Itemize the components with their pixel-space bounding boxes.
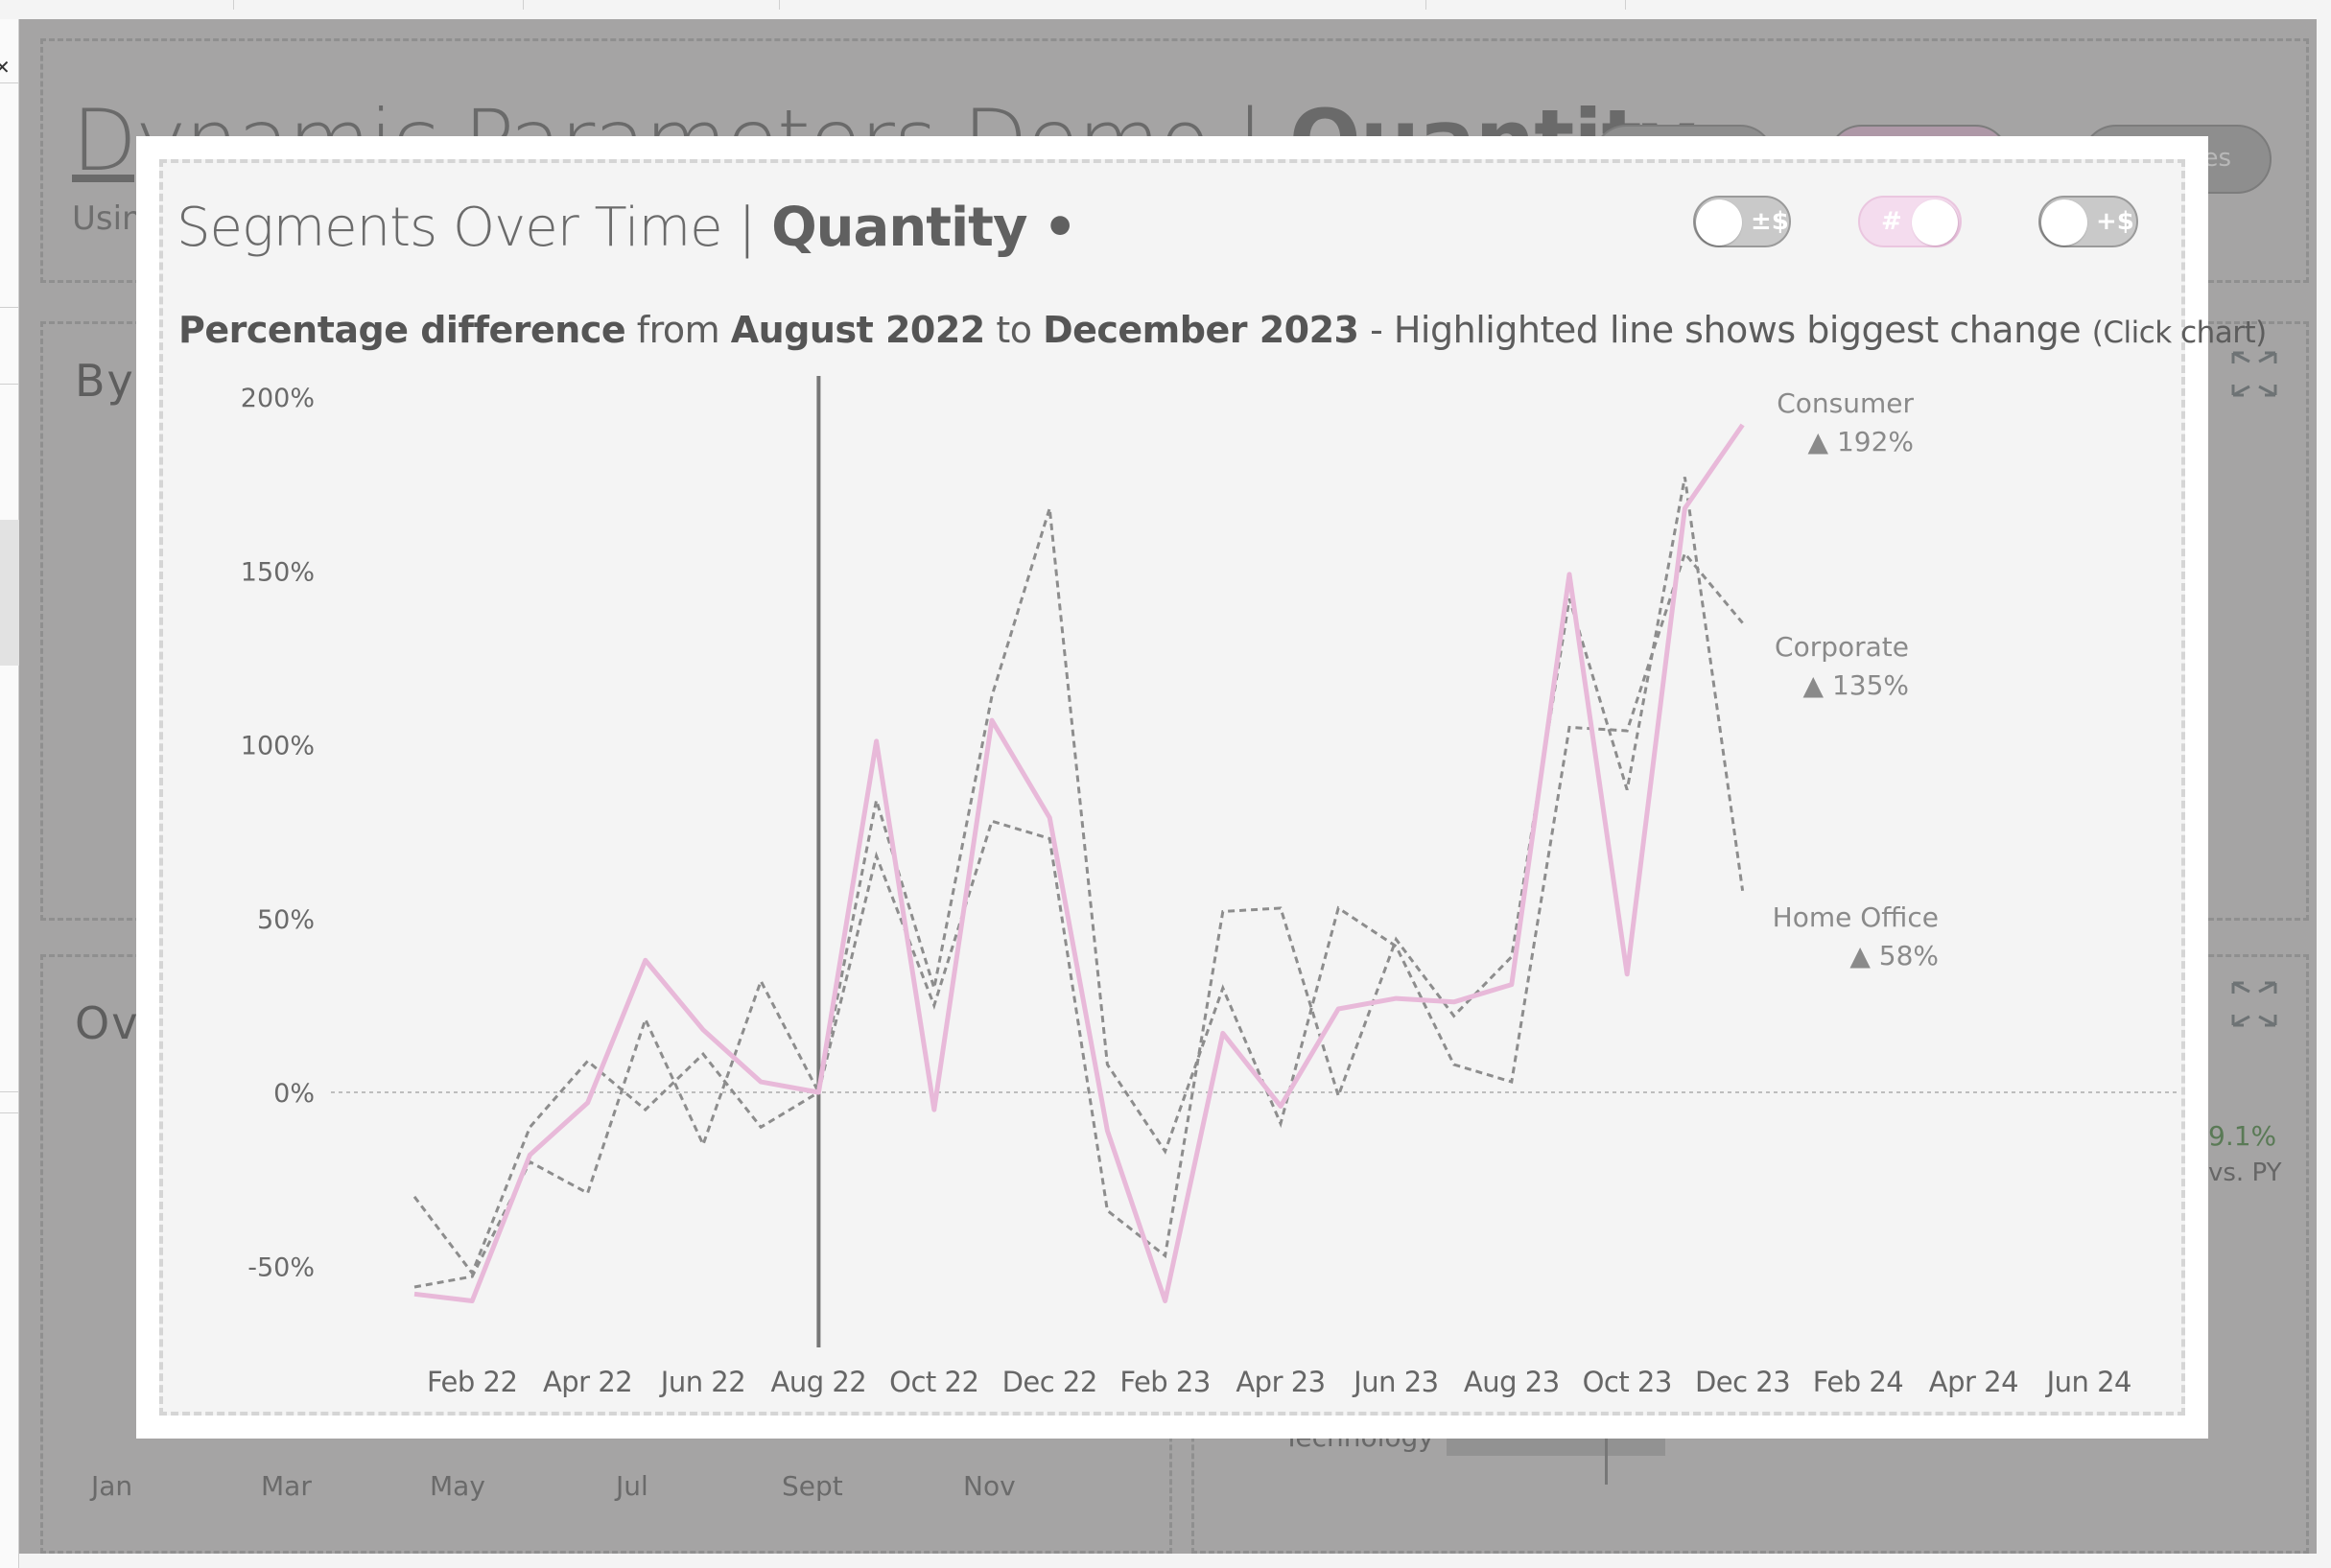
pane-selected-item[interactable] xyxy=(0,520,19,666)
x-tick-label: Dec 22 xyxy=(1002,1366,1097,1398)
series-end-label: Consumer xyxy=(1777,387,1914,419)
x-tick-label: Apr 24 xyxy=(1929,1366,2018,1398)
quantity-glyph-icon: # xyxy=(1881,207,1902,236)
toggle-knob xyxy=(2041,199,2087,246)
tab-divider xyxy=(523,0,524,10)
month-axis-label: Nov xyxy=(963,1470,1016,1502)
left-side-pane: ✕ xyxy=(0,19,19,1568)
close-icon[interactable]: ✕ xyxy=(0,56,11,79)
sales-glyph-icon: +$ xyxy=(2096,207,2134,236)
kpi-value: 9.1% xyxy=(2208,1120,2277,1152)
y-tick-label: 100% xyxy=(241,732,315,761)
x-tick-label: Aug 22 xyxy=(771,1366,867,1398)
x-tick-label: Jun 23 xyxy=(1352,1366,1438,1398)
y-tick-label: -50% xyxy=(247,1252,315,1282)
x-tick-label: Feb 24 xyxy=(1813,1366,1903,1398)
subtitle-text: - Highlighted line shows biggest change xyxy=(1358,309,2092,351)
tab-divider xyxy=(233,0,234,10)
series-change-value: ▲ 58% xyxy=(1849,940,1939,971)
subtitle-text: from xyxy=(625,309,731,351)
month-axis-label: Mar xyxy=(261,1470,312,1502)
series-line-home-office[interactable] xyxy=(412,477,1745,1276)
y-tick-label: 200% xyxy=(241,384,315,413)
series-end-label: Home Office xyxy=(1773,901,1939,933)
profit-glyph-icon: ±$ xyxy=(1751,207,1789,236)
x-tick-label: Apr 23 xyxy=(1236,1366,1325,1398)
chart-title-measure: Quantity xyxy=(771,197,1027,259)
bar-reference-line xyxy=(1605,1439,1608,1485)
divider xyxy=(0,1091,19,1092)
x-tick-label: Dec 23 xyxy=(1695,1366,1790,1398)
category-bar xyxy=(1447,1439,1665,1456)
subtitle-end-date: December 2023 xyxy=(1043,309,1359,351)
series-change-value: ▲ 192% xyxy=(1808,426,1914,457)
series-line-corporate[interactable] xyxy=(413,507,1744,1289)
subtitle-metric: Percentage difference xyxy=(178,309,626,351)
divider xyxy=(0,307,19,308)
month-axis-label: Jul xyxy=(616,1470,648,1502)
divider xyxy=(0,384,19,385)
series-line-consumer[interactable] xyxy=(413,423,1745,1303)
expand-icon[interactable] xyxy=(2230,350,2278,398)
x-tick-label: Aug 23 xyxy=(1464,1366,1560,1398)
chart-container xyxy=(159,159,2185,1416)
chart-title-text: Segments Over Time xyxy=(177,197,723,259)
month-axis-label: Sept xyxy=(782,1470,843,1502)
title-separator: | xyxy=(738,197,756,259)
y-tick-label: 150% xyxy=(241,557,315,587)
profit-toggle[interactable]: ±$ xyxy=(1693,196,1791,247)
x-tick-label: Feb 23 xyxy=(1119,1366,1210,1398)
expand-icon[interactable] xyxy=(2230,980,2278,1028)
by-panel-title: By xyxy=(75,355,135,407)
divider xyxy=(0,1112,19,1113)
quantity-toggle[interactable]: # xyxy=(1858,196,1962,247)
title-dot: • xyxy=(1043,197,1077,259)
tab-divider xyxy=(1425,0,1426,10)
toggle-knob xyxy=(1912,199,1958,246)
over-time-panel-title: Ov xyxy=(75,997,140,1049)
x-tick-label: Oct 23 xyxy=(1583,1366,1672,1398)
sales-toggle[interactable]: +$ xyxy=(2038,196,2138,247)
y-tick-label: 50% xyxy=(257,905,315,935)
kpi-label: vs. PY xyxy=(2208,1158,2282,1187)
y-tick-label: 0% xyxy=(273,1079,315,1109)
dashboard-subtitle: Usin xyxy=(72,199,143,238)
month-axis-label: Jan xyxy=(91,1470,133,1502)
x-tick-label: Jun 22 xyxy=(659,1366,745,1398)
app-top-strip xyxy=(0,0,2331,19)
subtitle-hint: (Click chart) xyxy=(2091,316,2268,350)
series-end-label: Corporate xyxy=(1775,631,1909,663)
series-change-value: ▲ 135% xyxy=(1803,669,1909,701)
x-tick-label: Apr 22 xyxy=(543,1366,632,1398)
x-tick-label: Oct 22 xyxy=(889,1366,978,1398)
x-tick-label: Feb 22 xyxy=(427,1366,517,1398)
x-tick-label: Jun 24 xyxy=(2045,1366,2131,1398)
chart-title: Segments Over Time | Quantity • xyxy=(177,197,1077,259)
subtitle-start-date: August 2022 xyxy=(730,309,986,351)
chart-subtitle[interactable]: Percentage difference from August 2022 t… xyxy=(178,309,2267,351)
subtitle-text: to xyxy=(984,309,1044,351)
tab-divider xyxy=(1625,0,1626,10)
month-axis-label: May xyxy=(430,1470,485,1502)
divider xyxy=(0,82,19,83)
tab-divider xyxy=(779,0,780,10)
toggle-knob xyxy=(1696,199,1742,246)
